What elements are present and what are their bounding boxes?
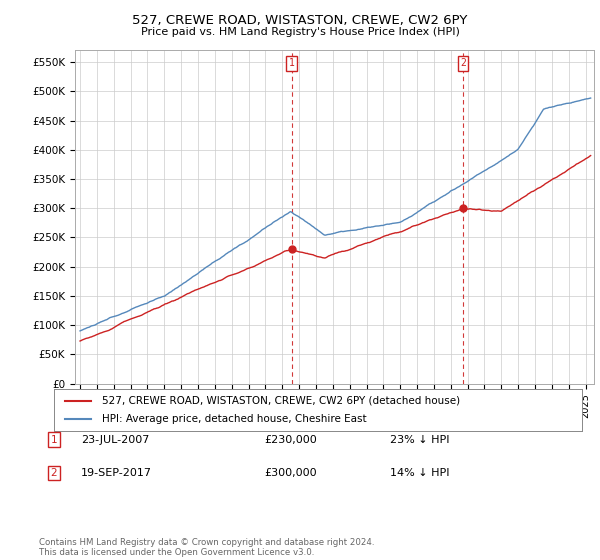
Text: 1: 1 bbox=[289, 58, 295, 68]
Text: HPI: Average price, detached house, Cheshire East: HPI: Average price, detached house, Ches… bbox=[101, 414, 366, 424]
Text: 527, CREWE ROAD, WISTASTON, CREWE, CW2 6PY: 527, CREWE ROAD, WISTASTON, CREWE, CW2 6… bbox=[133, 14, 467, 27]
Text: 19-SEP-2017: 19-SEP-2017 bbox=[81, 468, 152, 478]
Text: 23-JUL-2007: 23-JUL-2007 bbox=[81, 435, 149, 445]
Text: 2: 2 bbox=[50, 468, 58, 478]
Text: 23% ↓ HPI: 23% ↓ HPI bbox=[390, 435, 449, 445]
Text: 527, CREWE ROAD, WISTASTON, CREWE, CW2 6PY (detached house): 527, CREWE ROAD, WISTASTON, CREWE, CW2 6… bbox=[101, 396, 460, 406]
Text: £300,000: £300,000 bbox=[264, 468, 317, 478]
Text: Price paid vs. HM Land Registry's House Price Index (HPI): Price paid vs. HM Land Registry's House … bbox=[140, 27, 460, 37]
Text: Contains HM Land Registry data © Crown copyright and database right 2024.
This d: Contains HM Land Registry data © Crown c… bbox=[39, 538, 374, 557]
Text: 1: 1 bbox=[50, 435, 58, 445]
Text: 14% ↓ HPI: 14% ↓ HPI bbox=[390, 468, 449, 478]
Text: £230,000: £230,000 bbox=[264, 435, 317, 445]
Text: 2: 2 bbox=[460, 58, 466, 68]
